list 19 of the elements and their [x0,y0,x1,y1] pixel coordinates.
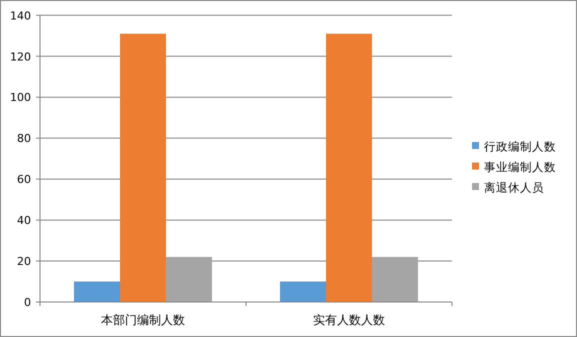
legend-label: 离退休人员 [484,180,544,194]
bar [74,282,120,302]
legend-label: 事业编制人数 [484,160,556,174]
bar [166,256,212,302]
y-tick-label: 120 [10,50,31,64]
y-tick-label: 0 [24,296,31,309]
bar [120,34,166,302]
y-tick-label: 40 [17,214,31,228]
x-tick-label: 本部门编制人数 [101,313,185,327]
y-tick-label: 100 [10,91,31,104]
y-tick-label: 60 [17,173,31,186]
y-tick-label: 80 [17,132,31,146]
bar [326,34,372,302]
y-tick-label: 20 [17,255,31,268]
bar [372,256,418,302]
legend-label: 行政编制人数 [484,140,556,154]
x-tick-label: 实有人数人数 [313,313,385,327]
y-tick-label: 140 [10,9,31,22]
bar [280,282,326,302]
